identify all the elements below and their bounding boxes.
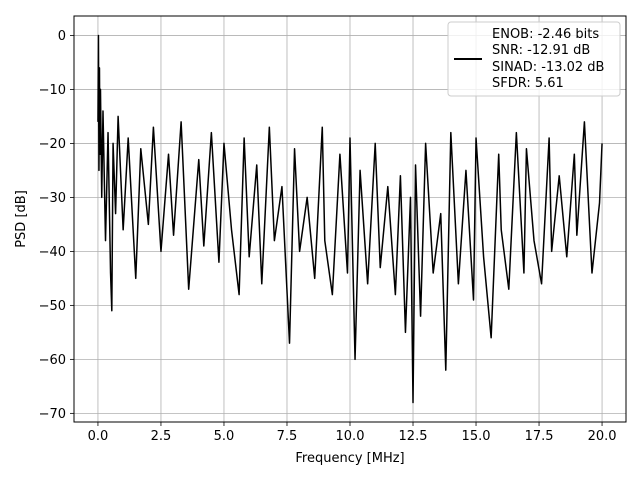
x-tick-label: 17.5 [525,429,554,444]
x-tick-label: 2.5 [151,429,172,444]
x-tick-label: 5.0 [214,429,235,444]
legend-box [447,21,621,97]
x-tick-label: 20.0 [588,429,617,444]
x-axis-label: Frequency [MHz] [295,451,404,466]
legend-entry-enob: ENOB: -2.46 bits [492,27,599,42]
x-tick-label: 15.0 [462,429,491,444]
psd-series-line [97,34,603,404]
y-tick-label: −40 [39,245,66,260]
legend-entry-sfdr: SFDR: 5.61 [492,76,564,91]
y-tick-label: −10 [39,83,66,98]
x-tick-label: 0.0 [88,429,109,444]
y-tick-label: −30 [39,191,66,206]
plot-area [97,34,603,404]
y-axis-ticks: 0 −10 −20 −30 −40 −50 −60 −70 [39,29,74,422]
x-tick-label: 10.0 [336,429,365,444]
legend-entry-sinad: SINAD: -13.02 dB [492,60,604,75]
x-axis-ticks: 0.0 2.5 5.0 7.5 10.0 12.5 15.0 17.5 20.0 [88,422,617,444]
y-tick-label: −70 [39,407,66,422]
y-axis-label: PSD [dB] [14,190,29,248]
y-tick-label: −60 [39,353,66,368]
y-tick-label: 0 [58,29,66,44]
y-tick-label: −20 [39,137,66,152]
x-tick-label: 7.5 [277,429,298,444]
legend-entry-snr: SNR: -12.91 dB [492,43,590,58]
x-tick-label: 12.5 [399,429,428,444]
legend: ENOB: -2.46 bits SNR: -12.91 dB SINAD: -… [447,21,621,97]
y-tick-label: −50 [39,299,66,314]
